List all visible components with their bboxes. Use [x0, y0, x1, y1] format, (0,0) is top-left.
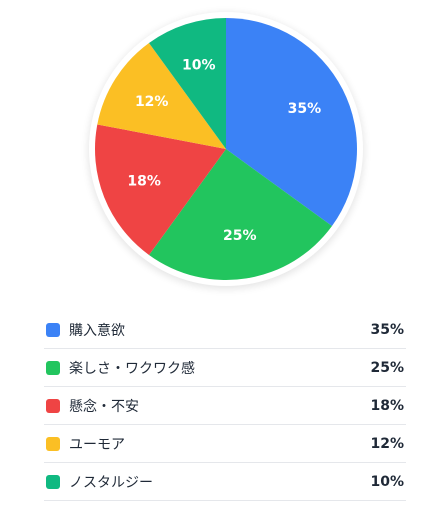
legend-swatch: [46, 398, 60, 413]
legend-label: ユーモア: [69, 436, 125, 453]
pie-slice-label-2: 25%: [223, 228, 257, 244]
legend-value: 35%: [370, 321, 404, 338]
legend-label: 購入意欲: [69, 322, 125, 339]
legend-swatch: [46, 436, 60, 451]
pie-slice-2: [149, 149, 332, 280]
legend-label: 懸念・不安: [69, 398, 139, 415]
legend-value: 12%: [370, 435, 404, 452]
legend-item: 購入意欲 35%: [44, 311, 406, 349]
legend-item: 懸念・不安 18%: [44, 387, 406, 425]
pie-slice-labels: 35% 25% 18% 12% 10%: [127, 57, 321, 244]
pie-chart-svg: 35% 25% 18% 12% 10%: [88, 12, 364, 289]
legend-value: 18%: [370, 397, 404, 414]
pie-slice-3: [95, 124, 227, 255]
pie-slice-label-4: 12%: [135, 94, 169, 110]
pie-slice-5: [149, 18, 226, 149]
chart-legend: 購入意欲 35% 楽しさ・ワクワク感 25% 懸念・不安 18% ユーモア 12% ノスタルジー…: [44, 311, 406, 501]
pie-slice-1: [226, 18, 357, 226]
pie-slice-label-5: 10%: [182, 57, 216, 73]
legend-value: 25%: [370, 359, 404, 376]
legend-swatch: [46, 322, 60, 337]
pie-slice-4: [97, 43, 226, 150]
pie-slice-label-3: 18%: [127, 173, 161, 189]
pie-slices: [95, 18, 357, 280]
legend-swatch: [46, 360, 60, 375]
legend-item: 楽しさ・ワクワク感 25%: [44, 349, 406, 387]
legend-value: 10%: [370, 473, 404, 490]
pie-slice-label-1: 35%: [288, 101, 322, 117]
legend-label: 楽しさ・ワクワク感: [69, 360, 195, 377]
legend-swatch: [46, 474, 60, 489]
pie-chart: 35% 25% 18% 12% 10%: [88, 12, 364, 289]
legend-label: ノスタルジー: [69, 474, 153, 491]
legend-item: ユーモア 12%: [44, 425, 406, 463]
legend-item: ノスタルジー 10%: [44, 463, 406, 501]
